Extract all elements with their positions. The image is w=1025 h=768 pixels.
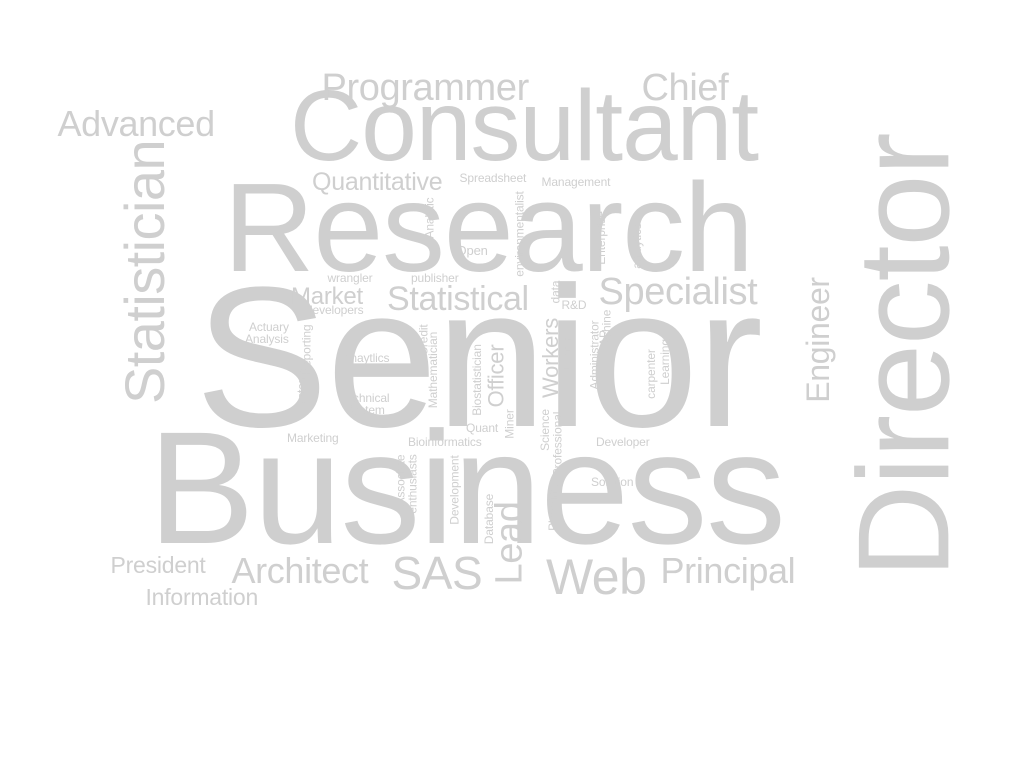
word-programmer: Programmer [321, 67, 530, 109]
word-research: Research [223, 157, 754, 298]
word-business: Business [148, 398, 786, 577]
word-janitor: Janitor [560, 337, 575, 373]
word-director: Director [829, 133, 976, 579]
word-developer: Developer [596, 435, 650, 449]
word-rnd: R&D [561, 298, 587, 312]
word-spreadsheet: Spreadsheet [459, 171, 527, 185]
word-officer: Officer [482, 344, 508, 408]
word-anaytlics: Anaytlics [342, 351, 390, 365]
word-engineer: Engineer [799, 277, 836, 403]
word-market: Market [291, 283, 363, 310]
word-systems: Systems [294, 367, 309, 413]
word-bioinformatics: Bioinformatics [408, 435, 482, 449]
word-science: Science [537, 409, 552, 451]
word-planning: Planning [545, 485, 560, 531]
word-system: System [345, 403, 385, 417]
word-specialist: Specialist [598, 271, 758, 313]
word-data: data [547, 280, 562, 304]
word-statistical: Statistical [387, 280, 529, 318]
word-solution: Solution [591, 475, 634, 489]
word-statistician: Statistician [113, 139, 177, 405]
word-advanced: Advanced [57, 103, 216, 144]
word-wrangler: wrangler [327, 271, 373, 285]
word-quantitative: Quantitative [312, 167, 443, 196]
word-machine: Machine [598, 309, 613, 355]
word-carpenter: carpenter [643, 349, 658, 399]
word-publisher: publisher [411, 271, 459, 285]
word-database: Database [482, 493, 497, 545]
word-management: Management [541, 175, 611, 189]
word-analytic: Analytic [422, 197, 437, 239]
word-workers: Workers [537, 318, 563, 398]
word-architect: Architect [231, 550, 369, 591]
word-quant: Quant [466, 421, 499, 435]
word-associate: Associate [392, 454, 407, 506]
word-actuary: Actuary [249, 320, 289, 334]
word-marketing: Marketing [287, 431, 339, 445]
word-developers: developers [306, 303, 364, 317]
word-sas: SAS [391, 547, 483, 599]
word-enterprise: Enterprise [593, 211, 608, 265]
word-analysis: Analysis [245, 332, 289, 346]
word-technical: Technical [340, 391, 390, 405]
word-development: Development [447, 455, 462, 525]
word-biostatistician: Biostatistician [469, 344, 484, 416]
word-learning: Learning [657, 339, 672, 385]
word-analytics-lc: analytics [629, 223, 644, 269]
word-president: President [110, 551, 206, 578]
word-mathematician: Mathematician [426, 331, 441, 409]
word-consultant: Consultant [290, 70, 759, 182]
word-information: Information [145, 583, 259, 610]
word-environmentalist: environmentalist [512, 191, 527, 277]
word-chief: Chief [641, 67, 729, 109]
word-web: Web [546, 549, 647, 605]
word-principal: Principal [660, 550, 796, 591]
word-open: Open [456, 242, 488, 258]
word-senior: Senior [195, 246, 763, 469]
word-enthusiasts: enthusiasts [405, 454, 420, 514]
word-miner: Miner [502, 409, 517, 439]
word-professional: Professional [549, 411, 564, 477]
